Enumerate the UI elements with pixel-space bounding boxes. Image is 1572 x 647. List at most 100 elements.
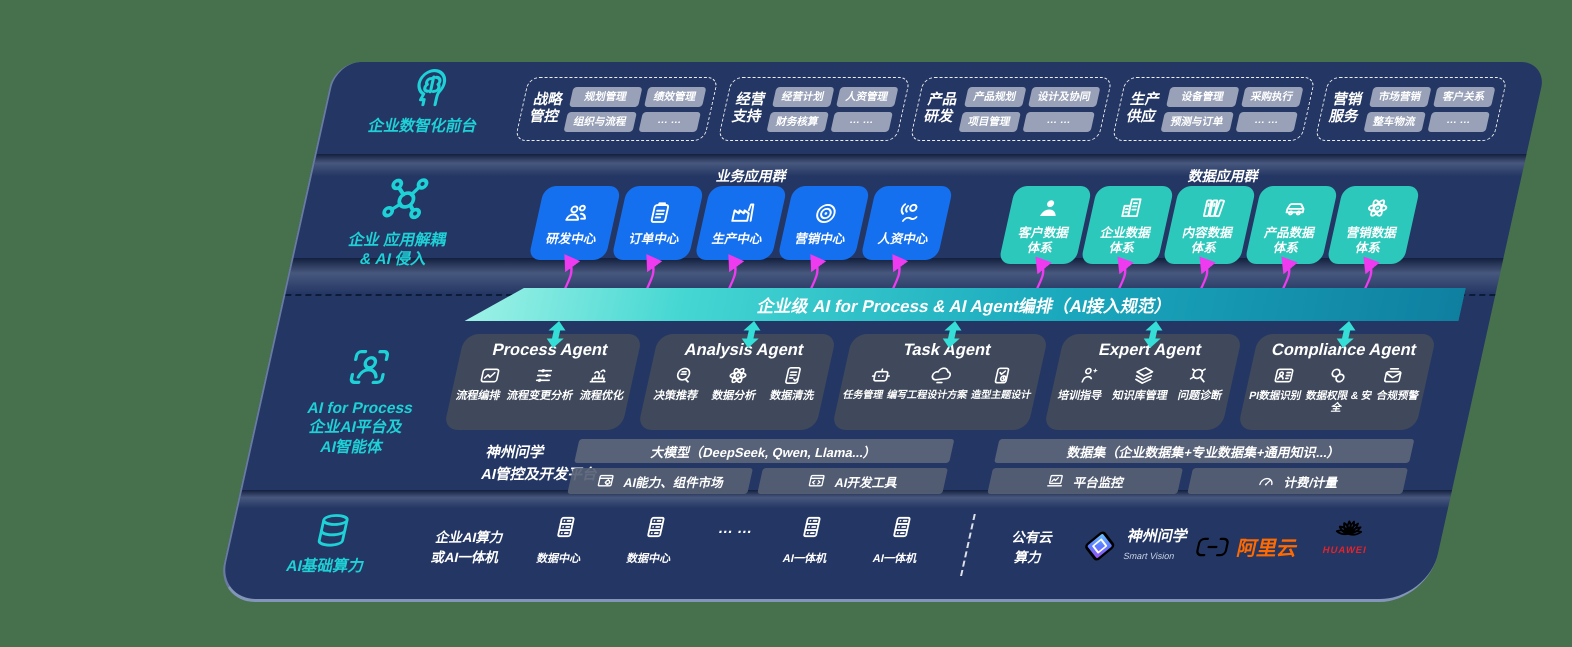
ellipsis-nodes: … …	[716, 520, 755, 537]
enterprise-data-box: 企业数据 体系	[1080, 186, 1175, 264]
car-icon	[1279, 195, 1311, 221]
training-icon	[1076, 364, 1104, 387]
production-center-box: 生产中心	[694, 186, 788, 260]
server-icon	[550, 514, 582, 540]
person-icon	[1033, 195, 1065, 221]
ai-bus-label: 企业级 AI for Process & AI Agent编排（AI接入规范）	[755, 297, 1175, 316]
chip: 设备管理	[1166, 86, 1240, 107]
decision-head-icon	[670, 364, 698, 387]
agent-layer-rail: AI for Process 企业AI平台及 AI智能体	[249, 344, 474, 457]
bus-agent-arrow	[545, 321, 568, 348]
ai-bus-bar: 企业级 AI for Process & AI Agent编排（AI接入规范）	[465, 288, 1466, 321]
agent-row: Process Agent 流程编排 流程变更分析 流程优化 Analysis …	[443, 334, 1437, 430]
monitor-chip: 平台监控	[987, 468, 1183, 494]
public-cloud-label: 公有云 算力	[1010, 530, 1055, 565]
rd-center-box: 研发中心	[528, 186, 622, 260]
rings-lock-icon	[1324, 364, 1352, 387]
model-bar: 大模型（DeepSeek, Qwen, Llama...）	[574, 439, 955, 463]
chip: … …	[638, 111, 701, 132]
product-data-box: 产品数据 体系	[1244, 186, 1339, 264]
cloud-gear-icon	[927, 364, 955, 387]
group-production: 生产 供应 设备管理 采购执行 预测与订单 … …	[1111, 77, 1316, 141]
person-wave-icon	[892, 200, 925, 227]
books-icon	[1197, 195, 1229, 221]
server-icon	[886, 514, 918, 540]
compute-layer-label: AI基础算力	[284, 558, 366, 575]
agent-box-process: Process Agent 流程编排 流程变更分析 流程优化	[443, 334, 643, 430]
bus-agent-arrow	[1335, 321, 1358, 348]
group-strategy: 战略 管控 规划管理 绩效管理 组织与流程 … …	[514, 77, 719, 141]
brain-icon	[404, 66, 458, 112]
gauge-icon	[1255, 472, 1278, 491]
card-check-icon	[988, 364, 1016, 387]
server-icon	[640, 514, 672, 540]
agent-box-task: Task Agent 任务管理 编写工程设计方案 造型主题设计	[831, 334, 1049, 430]
front-layer-groups: 战略 管控 规划管理 绩效管理 组织与流程 … … 经营 支持 经营计划 人资管理 …	[514, 77, 1508, 141]
chip: 整车物流	[1363, 111, 1426, 132]
marketing-data-box: 营销数据 体系	[1326, 186, 1421, 264]
chip: 客户关系	[1432, 86, 1496, 107]
architecture-diagram-panel: 企业数智化前台 战略 管控 规划管理 绩效管理 组织与流程 … … 经营 支持 经营…	[215, 62, 1547, 602]
atom-icon	[1361, 195, 1393, 221]
bus-agent-arrow	[740, 321, 763, 348]
ai-appliance-node: AI一体机	[865, 514, 933, 566]
vendor-aliyun: 阿里云	[1192, 532, 1300, 561]
diagnose-icon	[1185, 364, 1213, 387]
atom-icon	[724, 364, 752, 387]
chip: 组织与流程	[563, 111, 637, 132]
vendor-huawei: HUAWEI	[1321, 518, 1373, 556]
layers-icon	[1130, 364, 1158, 387]
database-icon	[308, 510, 357, 552]
mail-alert-icon	[1379, 364, 1407, 387]
target-icon	[809, 200, 842, 227]
chip: … …	[1022, 111, 1096, 132]
clipboard-icon	[643, 200, 676, 227]
business-group-title: 业务应用群	[714, 168, 789, 184]
machine-icon	[585, 364, 613, 387]
app-layer-rail: 企业 应用解耦 & AI 侵入	[291, 174, 512, 270]
group-operation: 经营 支持 经营计划 人资管理 财务核算 … …	[716, 77, 911, 141]
building-icon	[1115, 195, 1147, 221]
agent-box-compliance: Compliance Agent PI数据识别 数据权限 & 安全 合规预警	[1237, 334, 1437, 430]
szwx-logo-icon	[1078, 528, 1122, 564]
agent-box-analysis: Analysis Agent 决策推荐 数据分析 数据清洗	[637, 334, 837, 430]
ai-market-chip: AI能力、组件市场	[567, 468, 753, 494]
huawei-logo-icon	[1330, 518, 1368, 544]
dataset-bar: 数据集（企业数据集+专业数据集+通用知识...）	[994, 439, 1415, 463]
bus-agent-arrow	[1142, 321, 1165, 348]
content-data-box: 内容数据 体系	[1162, 186, 1257, 264]
vendor-szwx: 神州问学 Smart Vision	[1078, 528, 1190, 564]
group-product: 产品 研发 产品规划 设计及协同 项目管理 … …	[908, 77, 1113, 141]
document-data-icon	[779, 364, 807, 387]
front-layer-rail: 企业数智化前台	[321, 66, 537, 136]
group-marketing: 营销 服务 市场营销 客户关系 整车物流 … …	[1313, 77, 1508, 141]
server-icon	[796, 514, 828, 540]
chip: 设计及协同	[1027, 86, 1101, 107]
devtools-icon	[805, 472, 828, 491]
chip: 市场营销	[1368, 86, 1432, 107]
agent-box-expert: Expert Agent 培训指导 知识库管理 问题诊断	[1043, 334, 1243, 430]
chip: 绩效管理	[643, 86, 707, 107]
compute-layer-rail: AI基础算力	[223, 510, 438, 576]
datacenter-node: 数据中心	[529, 514, 597, 566]
order-center-box: 订单中心	[611, 186, 705, 260]
hr-center-box: 人资中心	[860, 186, 954, 260]
chip: 产品规划	[963, 86, 1027, 107]
id-card-icon	[1270, 364, 1298, 387]
chip: 项目管理	[958, 111, 1021, 132]
chip: … …	[830, 111, 893, 132]
team-icon	[560, 200, 593, 227]
chip: 人资管理	[835, 86, 899, 107]
marketing-center-box: 营销中心	[777, 186, 871, 260]
market-icon	[594, 472, 617, 491]
monitor-icon	[1044, 472, 1067, 491]
ai-appliance-node: AI一体机	[775, 514, 843, 566]
flow-orchestration-icon	[476, 364, 504, 387]
chip: 采购执行	[1240, 86, 1304, 107]
datacenter-node: 数据中心	[619, 514, 687, 566]
chip: 经营计划	[771, 86, 835, 107]
robot-icon	[867, 364, 895, 387]
chip: 预测与订单	[1160, 111, 1234, 132]
enterprise-compute-label: 企业AI算力 或AI一体机	[429, 530, 505, 565]
chip: … …	[1235, 111, 1298, 132]
